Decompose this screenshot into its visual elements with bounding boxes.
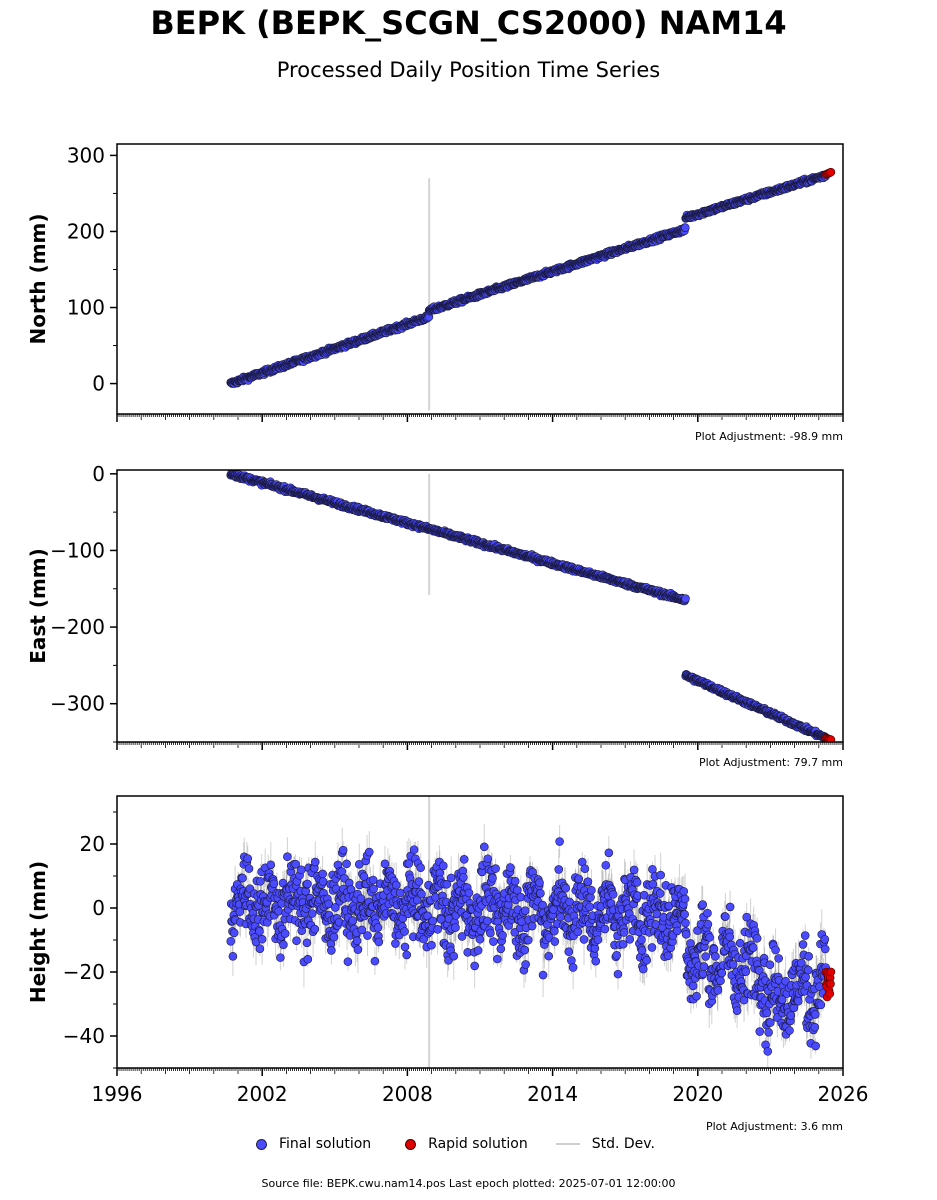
y-axis-label: North (mm) [26, 213, 50, 344]
plot-area [226, 470, 836, 742]
y-tick-label: −100 [50, 538, 105, 562]
final-point [269, 879, 279, 889]
y-tick-label: −200 [50, 615, 105, 639]
y-tick-label: −300 [50, 692, 105, 716]
rapid-points [821, 167, 836, 179]
plot-area [226, 167, 836, 411]
y-tick-label: 0 [92, 462, 105, 486]
final-point [274, 906, 283, 916]
y-axis-label: East (mm) [26, 548, 50, 664]
final-point [255, 927, 264, 936]
plot-area [226, 796, 836, 1068]
y-tick-label: 0 [92, 372, 105, 396]
final-point [276, 953, 285, 962]
rapid-point [826, 167, 836, 177]
final-point [681, 223, 690, 232]
final-point [235, 907, 245, 917]
final-point [243, 854, 253, 863]
plot-adjustment-note: Plot Adjustment: -98.9 mm [695, 430, 843, 443]
panel-1: 0 100 200 300 North (mm) Plot Adjustment: -98… [26, 143, 844, 443]
final-point [257, 934, 267, 944]
rapid-points [821, 733, 836, 742]
final-points [226, 837, 830, 1056]
panel-2: 0 −100 −200 −300 East (mm) Plot Adjustment: 7… [26, 462, 844, 769]
y-tick-label: 300 [67, 143, 105, 167]
chart-subtitle: Processed Daily Position Time Series [276, 58, 661, 82]
final-point [228, 951, 238, 961]
final-points [226, 170, 831, 388]
y-tick-label: 100 [67, 296, 105, 320]
final-point [256, 877, 265, 886]
axes-frame [116, 143, 844, 415]
chart-title: BEPK (BEPK_SCGN_CS2000) NAM14 [150, 4, 787, 42]
final-point [229, 928, 239, 938]
final-point [226, 936, 236, 946]
y-tick-label: 200 [67, 219, 105, 243]
final-point [244, 864, 254, 873]
plot-adjustment-note: Plot Adjustment: 79.7 mm [699, 756, 843, 769]
rapid-point [826, 735, 836, 742]
final-points [226, 470, 831, 742]
final-point [255, 944, 265, 953]
final-point [238, 873, 247, 883]
final-point [681, 594, 690, 603]
final-point [266, 860, 276, 870]
